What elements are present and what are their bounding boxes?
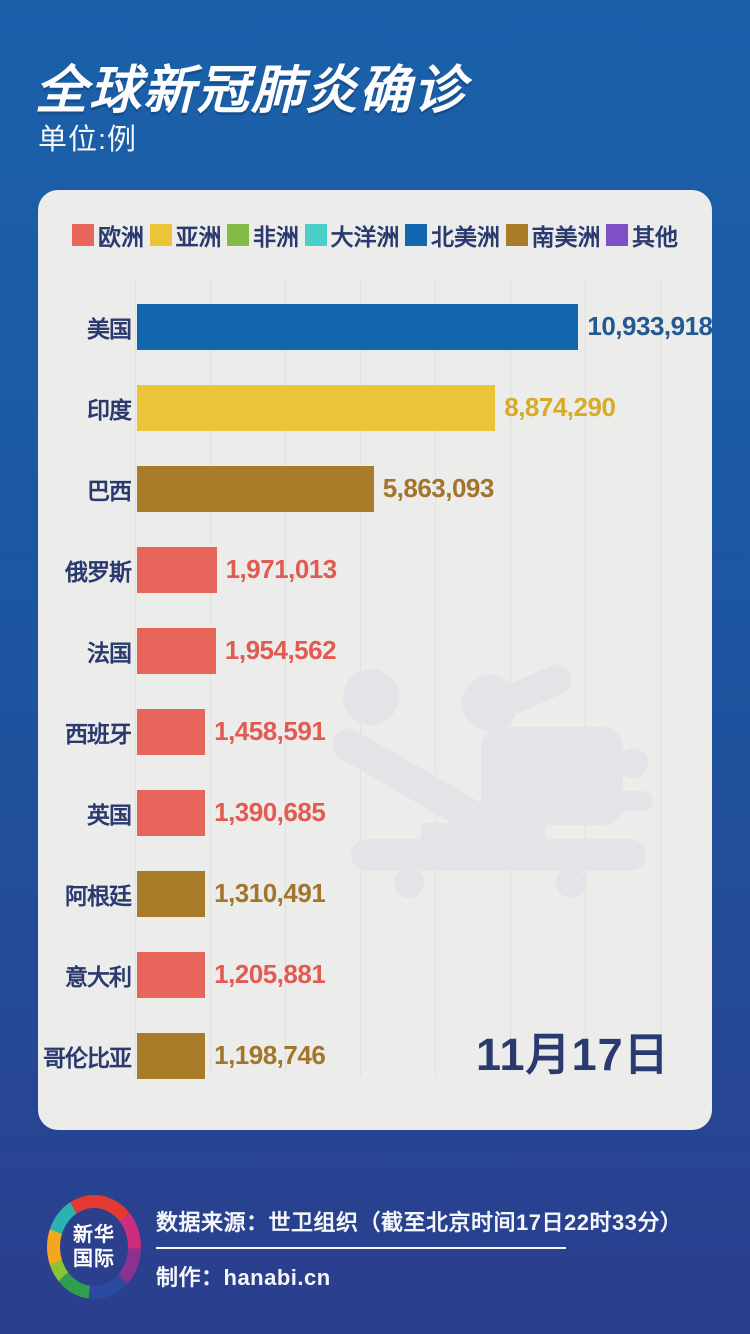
- country-label: 印度: [87, 396, 132, 423]
- legend-swatch-icon: [72, 224, 94, 246]
- legend-swatch-icon: [606, 224, 628, 246]
- bar-row: 英国 1,390,685: [38, 772, 700, 853]
- chart-card: 欧洲 亚洲 非洲 大洋洲 北美洲 南美洲 其他 美国 10,933,918 印度 8,874,29…: [38, 190, 712, 1130]
- bar-row: 美国 10,933,918: [38, 286, 712, 367]
- bar-track: 10,933,918: [137, 303, 712, 350]
- legend-label: 非洲: [253, 224, 299, 250]
- country-label: 西班牙: [65, 720, 132, 747]
- country-label: 法国: [87, 639, 132, 666]
- date-label: 11月17日: [476, 1029, 670, 1080]
- bar: [137, 384, 496, 431]
- credit-text: 制作：hanabi.cn: [156, 1265, 331, 1290]
- legend-item: 欧洲: [72, 218, 144, 252]
- xinhua-logo: 新华 国际: [47, 1195, 141, 1299]
- bar-track: 1,390,685: [137, 789, 700, 836]
- bar-value: 8,874,290: [504, 392, 616, 422]
- legend-swatch-icon: [227, 224, 249, 246]
- bar-row: 西班牙 1,458,591: [38, 691, 700, 772]
- bar-value: 5,863,093: [382, 473, 495, 503]
- bar-track: 1,458,591: [137, 708, 700, 755]
- bar: [137, 789, 206, 836]
- bar-track: 1,310,491: [137, 870, 700, 917]
- bar-value: 1,390,685: [214, 797, 326, 827]
- legend-label: 北美洲: [431, 224, 500, 250]
- legend: 欧洲 亚洲 非洲 大洋洲 北美洲 南美洲 其他: [38, 218, 712, 252]
- logo-text-line1: 新华: [73, 1224, 115, 1246]
- country-label: 意大利: [65, 963, 132, 990]
- bar: [137, 627, 216, 674]
- legend-item: 大洋洲: [304, 218, 400, 252]
- bar-rows: 美国 10,933,918 印度 8,874,290 巴西 5,863,093 俄罗斯 1,9…: [38, 286, 712, 1096]
- bar-value: 1,954,562: [224, 635, 337, 665]
- country-label: 阿根廷: [65, 882, 132, 909]
- bar-value: 1,198,746: [214, 1040, 326, 1070]
- bar-row: 俄罗斯 1,971,013: [38, 529, 700, 610]
- logo-text: 新华 国际: [47, 1195, 141, 1299]
- bar: [137, 870, 206, 917]
- bar: [137, 1032, 206, 1079]
- bar-value: 10,933,918: [587, 311, 712, 341]
- country-label: 哥伦比亚: [43, 1044, 132, 1071]
- legend-item: 其他: [606, 218, 678, 252]
- bar: [137, 465, 374, 512]
- bar-row: 阿根廷 1,310,491: [38, 853, 700, 934]
- bar-row: 印度 8,874,290: [38, 367, 700, 448]
- logo-hole: [60, 1208, 128, 1286]
- bar: [137, 951, 206, 998]
- legend-item: 北美洲: [405, 218, 500, 252]
- bar-row: 哥伦比亚 1,198,746: [38, 1015, 700, 1096]
- bar-row: 法国 1,954,562: [38, 610, 700, 691]
- legend-swatch-icon: [304, 224, 327, 246]
- data-source-text: 数据来源：世卫组织（截至北京时间17日22时33分）: [156, 1210, 683, 1235]
- legend-label: 欧洲: [98, 224, 144, 250]
- bar: [137, 303, 579, 350]
- bar-value: 1,971,013: [225, 554, 338, 584]
- bar-value: 1,458,591: [214, 716, 326, 746]
- bar-value: 1,205,881: [214, 959, 326, 989]
- bar-track: 1,205,881: [137, 951, 700, 998]
- legend-item: 非洲: [227, 218, 299, 252]
- unit-label: 单位:例: [38, 124, 138, 156]
- page-title: 全球新冠肺炎确诊: [35, 62, 468, 120]
- legend-swatch-icon: [405, 224, 427, 246]
- patient-on-stretcher-watermark-icon: [333, 664, 653, 898]
- country-label: 巴西: [87, 477, 132, 504]
- bar-track: 1,198,746: [137, 1032, 700, 1079]
- bar-track: 8,874,290: [137, 384, 700, 431]
- bar-track: 5,863,093: [137, 465, 700, 512]
- bar-value: 1,310,491: [214, 878, 326, 908]
- legend-item: 亚洲: [149, 218, 222, 252]
- bar-track: 1,971,013: [137, 546, 700, 593]
- bar: [137, 708, 206, 755]
- bar-row: 意大利 1,205,881: [38, 934, 700, 1015]
- legend-swatch-icon: [149, 224, 172, 246]
- footer-divider: [156, 1247, 566, 1249]
- country-label: 俄罗斯: [65, 558, 132, 585]
- logo-text-line2: 国际: [73, 1248, 115, 1270]
- legend-label: 南美洲: [531, 224, 601, 250]
- legend-label: 亚洲: [175, 224, 222, 250]
- legend-label: 大洋洲: [330, 224, 400, 250]
- country-label: 英国: [87, 801, 132, 828]
- legend-item: 南美洲: [505, 218, 601, 252]
- bar: [137, 546, 217, 593]
- bar-row: 巴西 5,863,093: [38, 448, 700, 529]
- legend-swatch-icon: [505, 224, 528, 246]
- bar-track: 1,954,562: [137, 627, 700, 674]
- country-label: 美国: [87, 315, 132, 342]
- legend-label: 其他: [632, 224, 678, 250]
- footer: 新华 国际 数据来源：世卫组织（截至北京时间17日22时33分） 制作：hana…: [0, 1150, 750, 1334]
